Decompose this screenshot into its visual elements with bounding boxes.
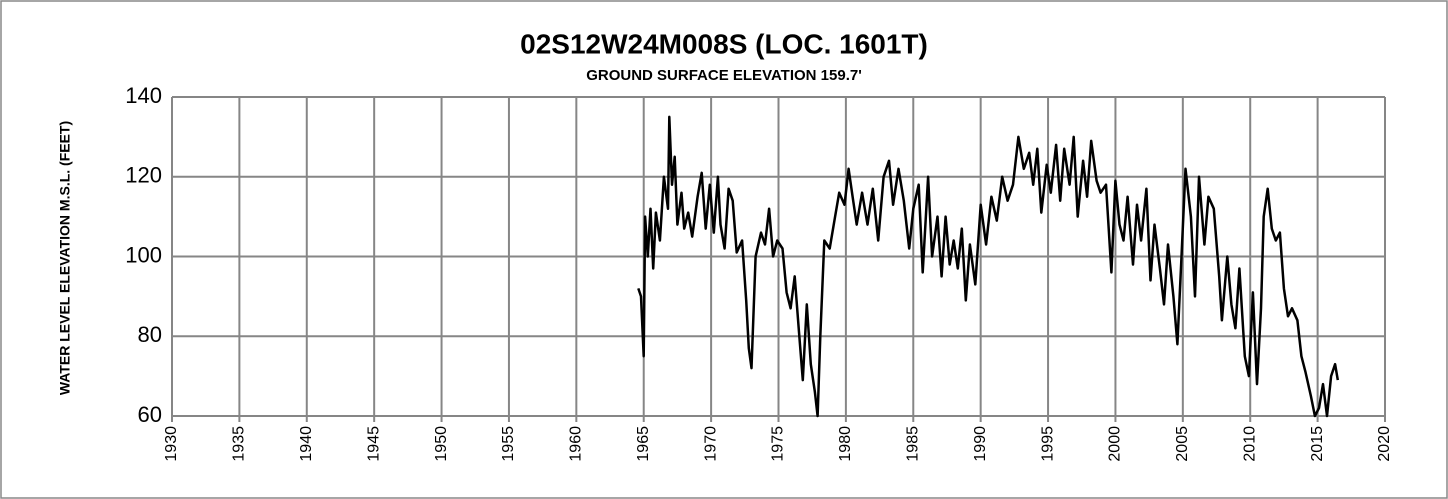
y-axis-label: WATER LEVEL ELEVATION M.S.L. (FEET) [57,121,73,395]
x-tick-label: 2005 [1174,426,1191,462]
x-tick-label: 1980 [837,426,854,462]
x-tick-label: 2000 [1107,426,1124,462]
x-tick-label: 1970 [702,426,719,462]
x-tick-label: 1955 [500,426,517,462]
x-tick-label: 2010 [1241,426,1258,462]
x-tick-label: 2020 [1376,426,1393,462]
x-tick-label: 1990 [972,426,989,462]
y-tick-label: 100 [125,242,162,267]
chart-title: 02S12W24M008S (LOC. 1601T) [520,28,928,59]
x-tick-label: 1950 [433,426,450,462]
y-tick-label: 140 [125,83,162,108]
y-tick-label: 60 [138,402,162,427]
x-tick-label: 1935 [231,426,248,462]
y-tick-label: 80 [138,322,162,347]
y-tick-label: 120 [125,163,162,188]
x-tick-label: 1995 [1039,426,1056,462]
x-tick-label: 1985 [904,426,921,462]
x-tick-label: 2015 [1309,426,1326,462]
x-tick-label: 1930 [163,426,180,462]
x-tick-label: 1940 [298,426,315,462]
data-line [637,115,1340,418]
x-tick-label: 1960 [568,426,585,462]
x-tick-label: 1965 [635,426,652,462]
chart-subtitle: GROUND SURFACE ELEVATION 159.7' [586,67,862,84]
x-tick-label: 1975 [770,426,787,462]
x-tick-label: 1945 [365,426,382,462]
